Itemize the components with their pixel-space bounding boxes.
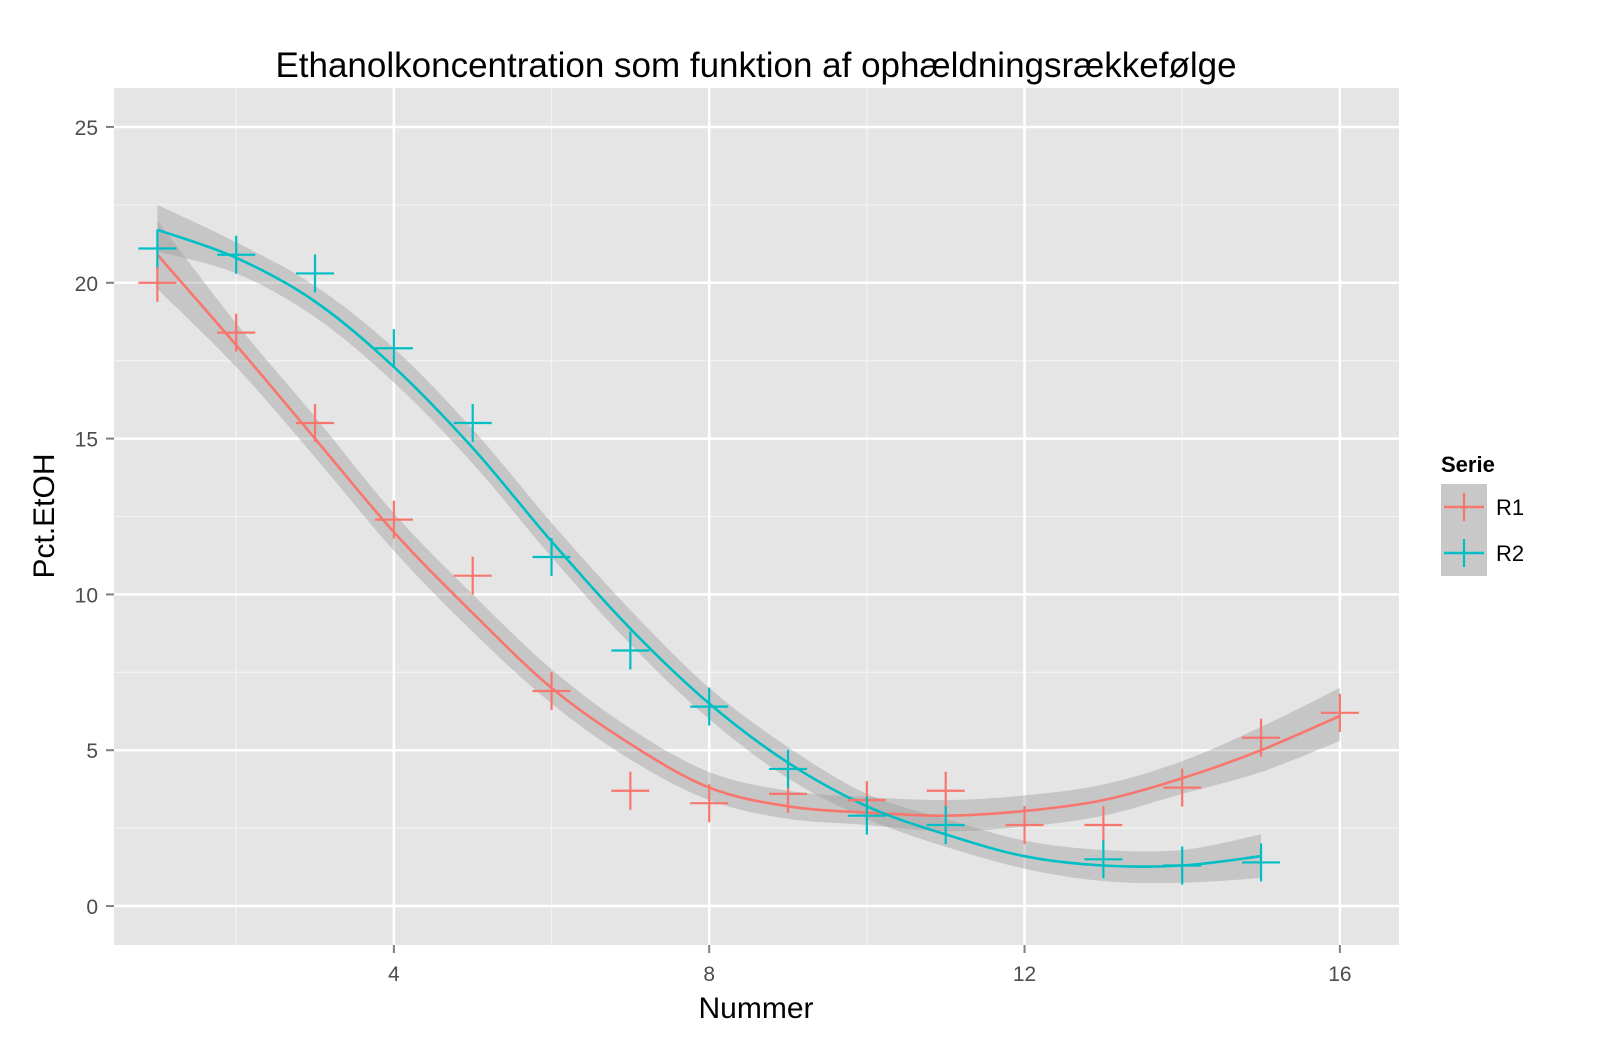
x-tick-label: 8 bbox=[703, 963, 715, 986]
point-R1 bbox=[690, 784, 729, 823]
point-R2 bbox=[217, 235, 256, 274]
point-R1 bbox=[1320, 693, 1359, 732]
point-R1 bbox=[1005, 806, 1044, 845]
x-tick-label: 16 bbox=[1328, 963, 1351, 986]
x-tick-label: 12 bbox=[1013, 963, 1036, 986]
chart-title: Ethanolkoncentration som funktion af oph… bbox=[275, 46, 1236, 85]
x-axis: 4 8 12 16 bbox=[388, 945, 1352, 986]
point-R2 bbox=[374, 329, 413, 368]
data-points bbox=[138, 229, 1359, 885]
y-tick-label: 10 bbox=[75, 584, 98, 607]
point-R1 bbox=[296, 404, 335, 443]
y-tick-label: 20 bbox=[75, 273, 98, 296]
x-tick-label: 4 bbox=[388, 963, 400, 986]
point-R1 bbox=[138, 263, 177, 302]
point-R2 bbox=[1242, 843, 1281, 882]
x-axis-title: Nummer bbox=[698, 992, 813, 1025]
point-R2 bbox=[847, 796, 886, 835]
y-tick-label: 0 bbox=[86, 896, 98, 919]
legend-title: Serie bbox=[1441, 452, 1495, 477]
point-R2 bbox=[532, 538, 571, 577]
point-R1 bbox=[217, 313, 256, 352]
point-R2 bbox=[1084, 840, 1123, 879]
grid-minor bbox=[114, 88, 1399, 945]
smooth-line-R2 bbox=[156, 228, 1262, 868]
point-R1 bbox=[1163, 768, 1202, 807]
point-R1 bbox=[453, 556, 492, 595]
point-R1 bbox=[532, 672, 571, 711]
legend: Serie R1 R2 bbox=[1441, 452, 1524, 576]
point-R2 bbox=[296, 254, 335, 293]
y-axis: 0 5 10 15 20 25 bbox=[75, 117, 114, 919]
point-R1 bbox=[611, 771, 650, 810]
point-R2 bbox=[1163, 846, 1202, 885]
point-R2 bbox=[453, 404, 492, 443]
legend-label-R2: R2 bbox=[1496, 541, 1524, 566]
y-tick-label: 25 bbox=[75, 117, 98, 140]
y-tick-label: 5 bbox=[86, 740, 98, 763]
point-R2 bbox=[926, 806, 965, 845]
y-axis-title: Pct.EtOH bbox=[28, 453, 61, 578]
point-R1 bbox=[1084, 806, 1123, 845]
point-R2 bbox=[769, 749, 808, 788]
point-R1 bbox=[1242, 718, 1281, 757]
y-tick-label: 15 bbox=[75, 429, 98, 452]
point-R1 bbox=[926, 771, 965, 810]
point-R1 bbox=[374, 500, 413, 539]
point-R2 bbox=[611, 631, 650, 670]
point-R2 bbox=[690, 687, 729, 726]
legend-label-R1: R1 bbox=[1496, 495, 1524, 520]
point-R2 bbox=[138, 229, 177, 268]
